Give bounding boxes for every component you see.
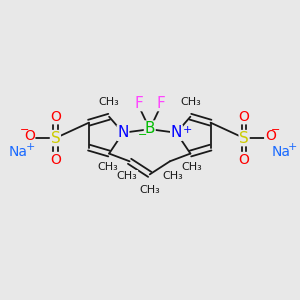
- Text: CH₃: CH₃: [182, 162, 202, 172]
- Text: CH₃: CH₃: [117, 171, 138, 181]
- Text: N: N: [171, 125, 182, 140]
- Text: O: O: [50, 152, 61, 167]
- Text: CH₃: CH₃: [98, 97, 119, 107]
- Text: CH₃: CH₃: [97, 162, 118, 172]
- Text: F: F: [134, 95, 143, 110]
- Text: Na: Na: [272, 146, 290, 159]
- Text: −: −: [137, 130, 147, 140]
- Text: O: O: [265, 129, 276, 143]
- Text: CH₃: CH₃: [181, 97, 201, 107]
- Text: −: −: [20, 125, 29, 135]
- Text: −: −: [271, 125, 280, 135]
- Text: CH₃: CH₃: [140, 185, 160, 195]
- Text: F: F: [157, 95, 165, 110]
- Text: S: S: [239, 130, 249, 146]
- Text: O: O: [239, 152, 250, 167]
- Text: N: N: [117, 125, 129, 140]
- Text: +: +: [288, 142, 298, 152]
- Text: Na: Na: [9, 146, 28, 159]
- Text: +: +: [26, 142, 35, 152]
- Text: B: B: [145, 121, 155, 136]
- Text: CH₃: CH₃: [162, 171, 183, 181]
- Text: +: +: [183, 125, 192, 135]
- Text: O: O: [50, 110, 61, 124]
- Text: O: O: [239, 110, 250, 124]
- Text: S: S: [50, 130, 60, 146]
- Text: O: O: [24, 129, 35, 143]
